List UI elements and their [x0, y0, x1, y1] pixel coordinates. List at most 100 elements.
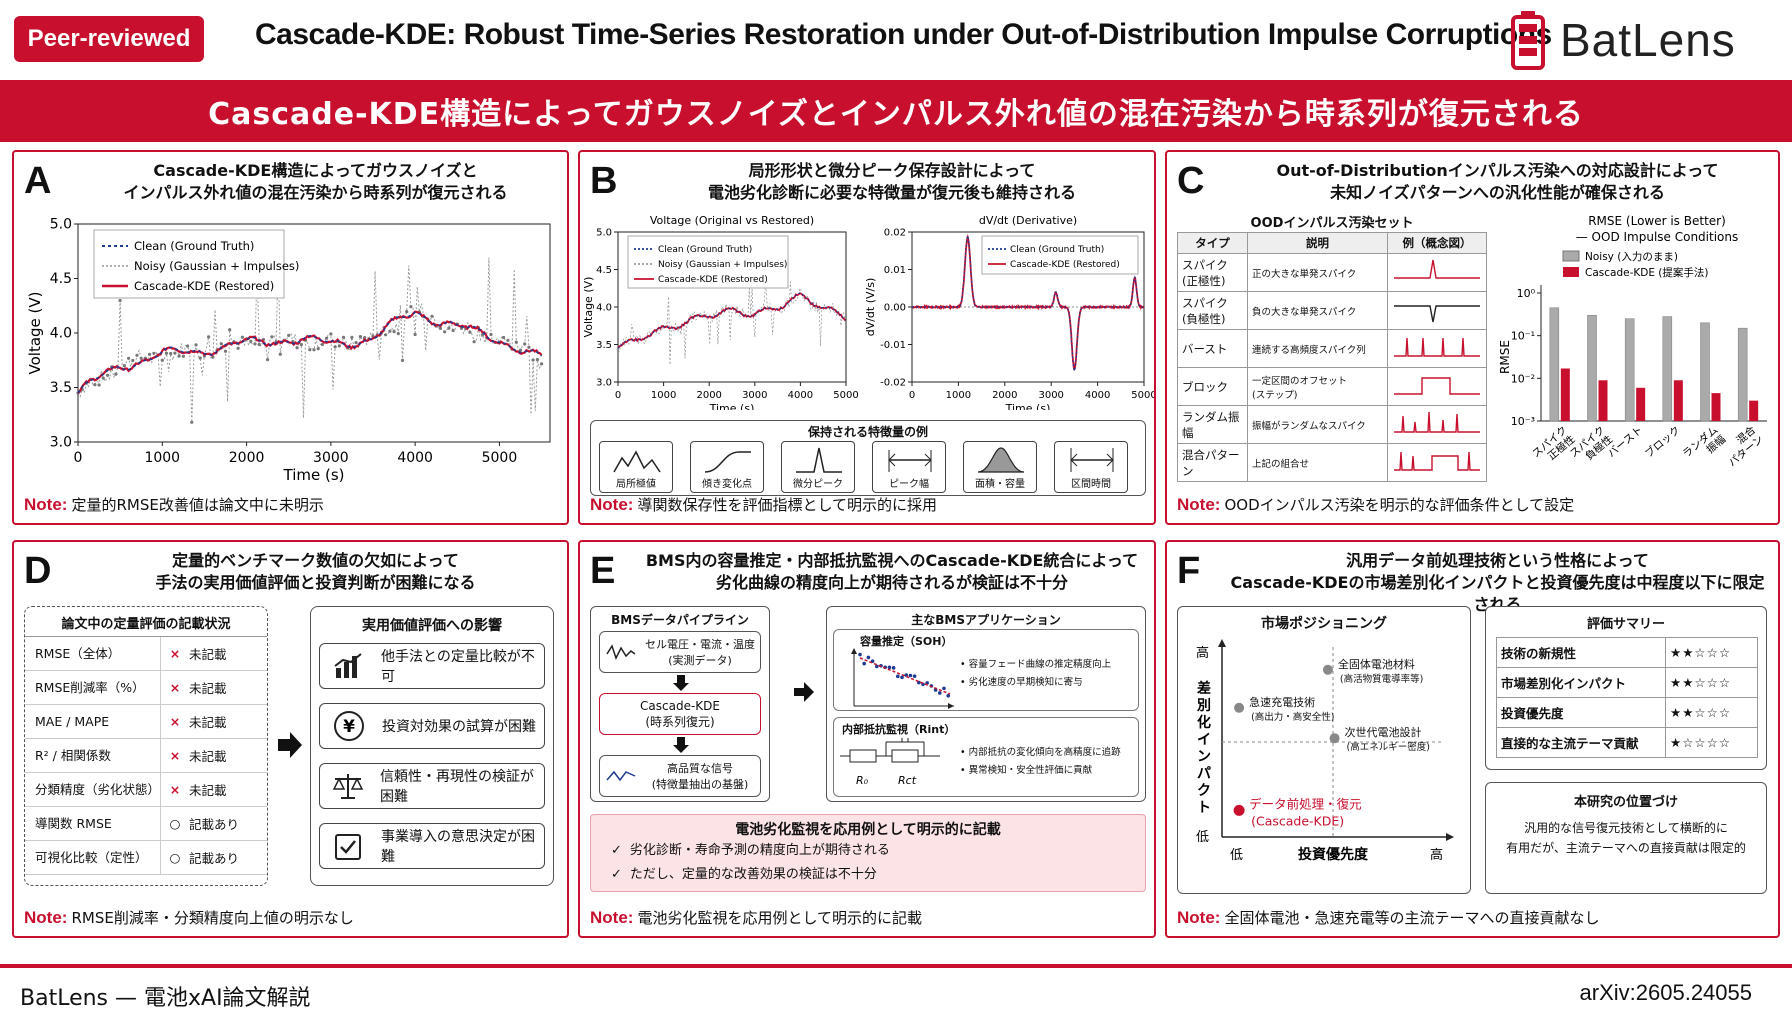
panel-label: A	[24, 160, 52, 202]
type-cell: ランダム振幅	[1177, 405, 1248, 444]
noisy-point	[384, 333, 388, 337]
noisy-point	[506, 338, 510, 342]
noisy-point	[481, 333, 485, 337]
desc-cell: 振幅がランダムなスパイク	[1247, 405, 1388, 444]
panel-b: B 局形形状と微分ピーク保存設計によって 電池劣化診断に必要な特徴量が復元後も維…	[578, 150, 1156, 525]
series-restored	[911, 233, 1145, 371]
y-tick-label: 5.0	[596, 227, 612, 238]
features-box: 保持される特徴量の例 局所極値 傾き変化点 微分ピーク ピーク幅 面積・容量 区間時間	[590, 420, 1146, 496]
type-cell: スパイク (負極性)	[1177, 291, 1248, 330]
noisy-point	[518, 348, 523, 352]
noisy-point	[169, 351, 173, 356]
type-cell: バースト	[1177, 329, 1248, 368]
bar-noisy	[1700, 322, 1710, 422]
x-axis-label: 投資優先度	[1298, 846, 1369, 863]
panel-label: D	[24, 550, 52, 592]
star-rating: ★★☆☆☆	[1665, 667, 1758, 698]
soh-point	[908, 673, 913, 678]
note-text: 全固体電池・急速充電等の主流テーマへの直接貢献なし	[1224, 909, 1600, 927]
x-tick-label: 3000	[1038, 390, 1063, 401]
status-row: R² / 相関係数 × 未記載	[25, 738, 267, 773]
bar-noisy	[1662, 316, 1673, 422]
noisy-point	[400, 358, 405, 362]
summary-row: 直接的な主流テーマ貢献 ★☆☆☆☆	[1496, 727, 1758, 758]
summary-table: 技術の新規性 ★★☆☆☆ 市場差別化インパクト ★★☆☆☆ 投資優先度 ★★☆☆☆ 直接的な…	[1496, 637, 1758, 758]
status-text: 未記載	[189, 715, 227, 730]
summary-row: 投資優先度 ★★☆☆☆	[1496, 697, 1758, 728]
feature-label: ピーク幅	[889, 479, 929, 490]
pipeline-step-label: 高品質な信号 (特徴量抽出の基盤)	[651, 762, 749, 791]
panel-title-line2: 未知ノイズパターンへの汎化性能が確保される	[1330, 183, 1665, 202]
noisy-point	[219, 342, 223, 346]
soh-point	[866, 655, 871, 660]
bar-noisy	[1737, 327, 1748, 422]
star-rating: ★★☆☆☆	[1665, 697, 1758, 728]
x-tick-label: 1000	[144, 450, 180, 466]
voltage-restored-chart: 0 1000 2000 3000 4000 5000 3.0 3.5 4.0 4.5 5.0 Time…	[582, 214, 859, 410]
soh-point	[904, 673, 908, 677]
pipeline-title: BMSデータパイプライン	[611, 613, 749, 627]
table-row: ブロック 一定区間のオフセット (ステップ)	[1177, 367, 1487, 406]
noisy-point	[181, 354, 185, 358]
feature-card: ピーク幅	[872, 441, 946, 493]
y-axis-label: dV/dt (V/s)	[864, 278, 877, 337]
series-restored	[77, 310, 543, 394]
panel-title-line2: インパルス外れ値の混在汚染から時系列が復元される	[123, 183, 508, 202]
noisy-point	[308, 348, 312, 352]
y-axis-label: Voltage (V)	[26, 292, 44, 375]
series-clean	[77, 311, 543, 394]
x-tick-label: 3000	[742, 390, 767, 401]
panel-note: Note: 導関数保存性を評価指標として明示的に採用	[590, 494, 937, 515]
status-row: RMSE削減率（%） × 未記載	[25, 670, 267, 705]
star-rating: ★☆☆☆☆	[1665, 727, 1758, 758]
arxiv-id: arXiv:2605.24055	[1579, 980, 1752, 1005]
soh-title: 容量推定（SOH）	[860, 635, 953, 648]
summary-box: 評価サマリー 技術の新規性 ★★☆☆☆ 市場差別化インパクト ★★☆☆☆ 投資優先度 ★★…	[1485, 606, 1767, 770]
pipeline-step: セル電圧・電流・温度 (実測データ)	[599, 631, 761, 673]
x-tick-label: 1000	[651, 390, 676, 401]
status-text: 記載あり	[189, 817, 240, 832]
x-tick-label: 0	[909, 390, 915, 401]
example-cell	[1387, 405, 1487, 444]
note-label: Note:	[1177, 908, 1221, 927]
noisy-point	[118, 298, 122, 303]
panel-title-line1: BMS内の容量推定・内部抵抗監視へのCascade-KDE統合によって	[645, 551, 1139, 570]
note-label: Note:	[590, 495, 634, 514]
noisy-point	[523, 342, 527, 346]
table-row: 混合パターン 上記の組合せ	[1177, 443, 1487, 482]
feature-card: 傾き変化点	[690, 441, 764, 493]
cross-icon: ×	[169, 782, 181, 797]
rint-bullets: • 内部抵抗の変化傾向を高精度に追跡 • 異常検知・安全性評価に貢献	[960, 747, 1121, 776]
voltage-chart: 0 1000 2000 3000 4000 5000 3.0 3.5 4.0 4.5 5.0 Time…	[26, 217, 551, 482]
panel-title-line1: 局形形状と微分ピーク保存設計によって	[748, 161, 1036, 180]
status-row: RMSE（全体） × 未記載	[25, 636, 267, 671]
pipeline-step: 高品質な信号 (特徴量抽出の基盤)	[599, 755, 761, 797]
desc-cell: 一定区間のオフセット (ステップ)	[1247, 367, 1388, 406]
noisy-point	[270, 335, 274, 339]
x-tick-label: 5000	[833, 390, 858, 401]
noisy-point	[489, 332, 493, 337]
impact-item: 事業導入の意思決定が困難	[319, 823, 545, 869]
rct-label: Rct	[898, 774, 917, 787]
svg-text:¥: ¥	[343, 717, 355, 737]
feature-label: 傾き変化点	[702, 479, 752, 490]
feature-card: 微分ピーク	[781, 441, 855, 493]
cross-icon: ×	[169, 714, 181, 729]
metric-name: 導関数 RMSE	[25, 806, 161, 841]
star-rating: ★★☆☆☆	[1665, 637, 1758, 668]
soh-point	[862, 661, 866, 666]
y-tick-label: -0.01	[880, 340, 906, 351]
noisy-point	[253, 342, 257, 346]
impulse-pattern-icon	[1394, 259, 1480, 279]
bar-noisy	[1587, 315, 1597, 422]
position-label: 全固体電池材料(高活物質電導率等)	[1338, 657, 1423, 685]
y-tick-label: 3.0	[50, 435, 72, 451]
rmse-bar-chart: RMSE (Lower is Better) — OOD Impulse Cond…	[1498, 214, 1767, 469]
table-header: 例（概念図）	[1387, 232, 1487, 254]
noisy-point	[148, 352, 152, 356]
x-tick-label: ランダム振幅	[1680, 423, 1728, 460]
metric-name: R² / 相関係数	[25, 738, 161, 773]
soh-scatter-chart	[851, 648, 954, 709]
type-cell: ブロック	[1177, 367, 1248, 406]
